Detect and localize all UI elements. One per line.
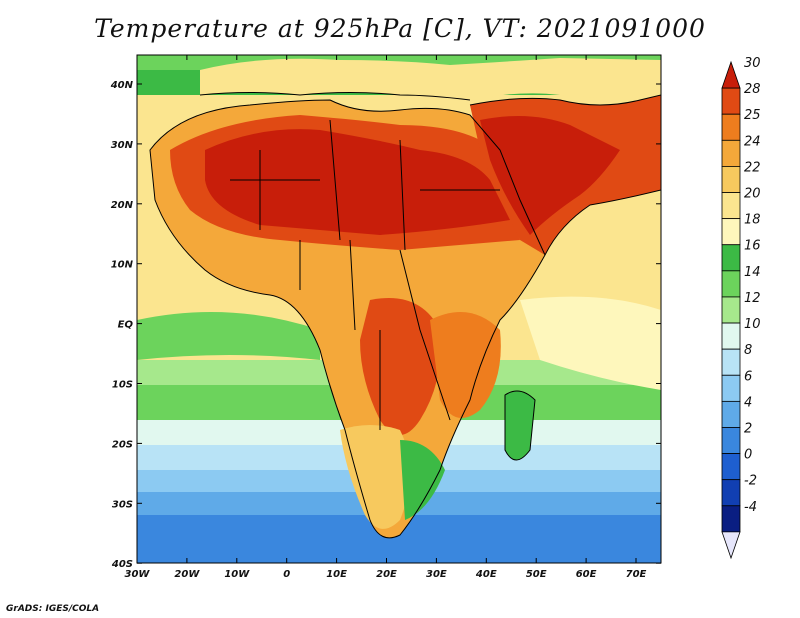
colorbar-segment: [721, 60, 741, 89]
colorbar-segment: [721, 192, 741, 220]
colorbar-label: 12: [744, 291, 761, 306]
colorbar-segment: [721, 270, 741, 298]
madagascar: [505, 391, 535, 460]
lat-tick-label: 20N: [111, 200, 134, 211]
colorbar-segment: [721, 479, 741, 507]
lon-tick-label: 0: [283, 569, 290, 580]
colorbar-label: 0: [744, 448, 752, 463]
europe-landmass: [200, 58, 661, 100]
colorbar-label: 14: [744, 265, 761, 280]
colorbar-label: 28: [744, 82, 761, 97]
colorbar-label: 25: [744, 108, 761, 123]
lon-tick-label: 10W: [224, 569, 250, 580]
lon-tick-label: 20E: [376, 569, 397, 580]
lat-tick-label: 40N: [110, 80, 134, 91]
colorbar-segment: [721, 87, 741, 115]
colorbar-label: 18: [744, 213, 761, 228]
lon-tick-label: 30W: [125, 569, 151, 580]
colorbar-label: 10: [744, 317, 761, 332]
lat-tick-label: 40S: [111, 559, 133, 570]
colorbar-segment: [721, 139, 741, 167]
lat-tick-label: 30S: [112, 499, 133, 510]
latitude-axis: 40N 30N 20N 10N EQ 10S 20S 30S 40S: [110, 80, 661, 570]
colorbar-label: -2: [744, 474, 757, 489]
temperature-field: [137, 55, 661, 563]
longitude-axis: 30W 20W 10W 0 10E 20E 30E 40E 50E 60E 70E: [125, 55, 647, 580]
colorbar-segment: [721, 453, 741, 481]
colorbar-label: 16: [744, 239, 761, 254]
colorbar-label: 22: [744, 160, 761, 175]
colorbar-label: 4: [744, 395, 752, 410]
lat-tick-label: 10S: [112, 380, 133, 391]
colorbar-segment: [721, 113, 741, 141]
colorbar-label: 2: [744, 421, 752, 436]
colorbar-segment: [721, 166, 741, 193]
lon-tick-label: 70E: [626, 569, 647, 580]
colorbar-segment: [721, 505, 741, 533]
lat-tick-label: 20S: [112, 439, 133, 450]
colorbar-segment: [721, 322, 741, 350]
colorbar-label: 30: [744, 56, 761, 71]
lon-tick-label: 50E: [526, 569, 547, 580]
colorbar-segment: [721, 244, 741, 272]
coastline-borders: [149, 92, 661, 539]
colorbar-segment: [721, 348, 741, 376]
lat-tick-label: 30N: [111, 140, 134, 151]
chart-title: Temperature at 925hPa [C], VT: 202109100…: [94, 14, 706, 43]
colorbar-segment: [721, 218, 741, 246]
lon-tick-label: 30E: [426, 569, 447, 580]
colorbar-label: 20: [744, 187, 761, 202]
colorbar-label: -4: [744, 500, 757, 515]
lon-tick-label: 20W: [174, 569, 200, 580]
colorbar-label: 8: [744, 343, 752, 358]
colorbar-label: 24: [744, 134, 761, 149]
map-frame: [136, 54, 662, 564]
lon-tick-label: 40E: [475, 569, 497, 580]
colorbar-segment: [721, 427, 741, 454]
lon-tick-label: 60E: [576, 569, 597, 580]
lon-tick-label: 10E: [326, 569, 347, 580]
credit-label: GrADS: IGES/COLA: [6, 604, 100, 614]
colorbar-segment: [721, 400, 741, 428]
colorbar-segment: [721, 296, 741, 324]
colorbar-segment: [721, 374, 741, 402]
lat-tick-label: EQ: [118, 320, 134, 331]
colorbar-label: 6: [744, 369, 752, 384]
colorbar-segment: [721, 531, 741, 560]
lat-tick-label: 10N: [111, 260, 134, 271]
